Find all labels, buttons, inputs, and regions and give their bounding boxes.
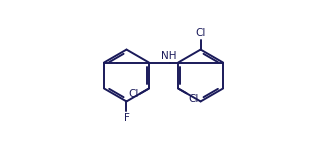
Text: F: F xyxy=(124,112,129,123)
Text: Cl: Cl xyxy=(128,89,138,99)
Text: Cl: Cl xyxy=(196,28,206,39)
Text: Cl: Cl xyxy=(188,94,198,104)
Text: NH: NH xyxy=(161,51,177,61)
